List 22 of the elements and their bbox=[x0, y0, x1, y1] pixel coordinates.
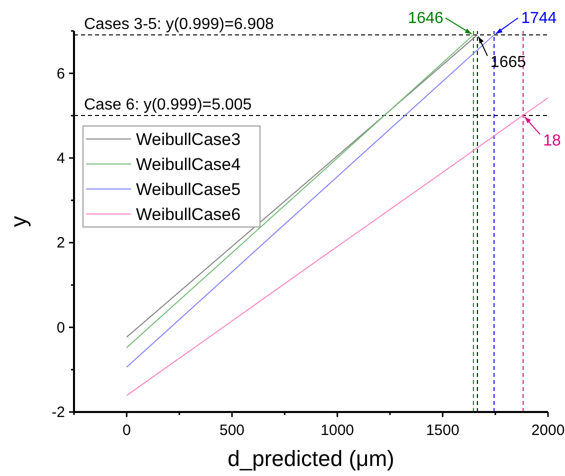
legend-label: WeibullCase5 bbox=[136, 180, 241, 199]
y-axis-title: y bbox=[6, 216, 31, 227]
x-tick-label: 1500 bbox=[426, 422, 460, 439]
y-tick-label: 4 bbox=[56, 150, 65, 167]
annotation: Cases 3-5: y(0.999)=6.908 bbox=[84, 16, 274, 33]
y-tick-label: 2 bbox=[56, 234, 65, 252]
x-axis-title: d_predicted (μm) bbox=[228, 446, 394, 471]
x-tick-label: 0 bbox=[122, 422, 131, 439]
annotation: 1744 bbox=[521, 10, 557, 27]
y-tick-label: 0 bbox=[56, 319, 65, 336]
legend-label: WeibullCase3 bbox=[136, 130, 241, 149]
annotation: 1646 bbox=[408, 10, 444, 27]
y-tick-label: -2 bbox=[52, 404, 65, 421]
legend-label: WeibullCase4 bbox=[136, 155, 241, 174]
x-tick-label: 1000 bbox=[320, 422, 354, 439]
annotation: 18 bbox=[543, 132, 562, 150]
legend-label: WeibullCase6 bbox=[136, 205, 241, 224]
y-tick-label: 6 bbox=[56, 65, 65, 82]
x-tick-label: 2000 bbox=[531, 422, 565, 439]
annotation: 1665 bbox=[490, 54, 526, 71]
x-tick-label: 500 bbox=[219, 422, 245, 439]
annotation: Case 6: y(0.999)=5.005 bbox=[84, 96, 252, 114]
